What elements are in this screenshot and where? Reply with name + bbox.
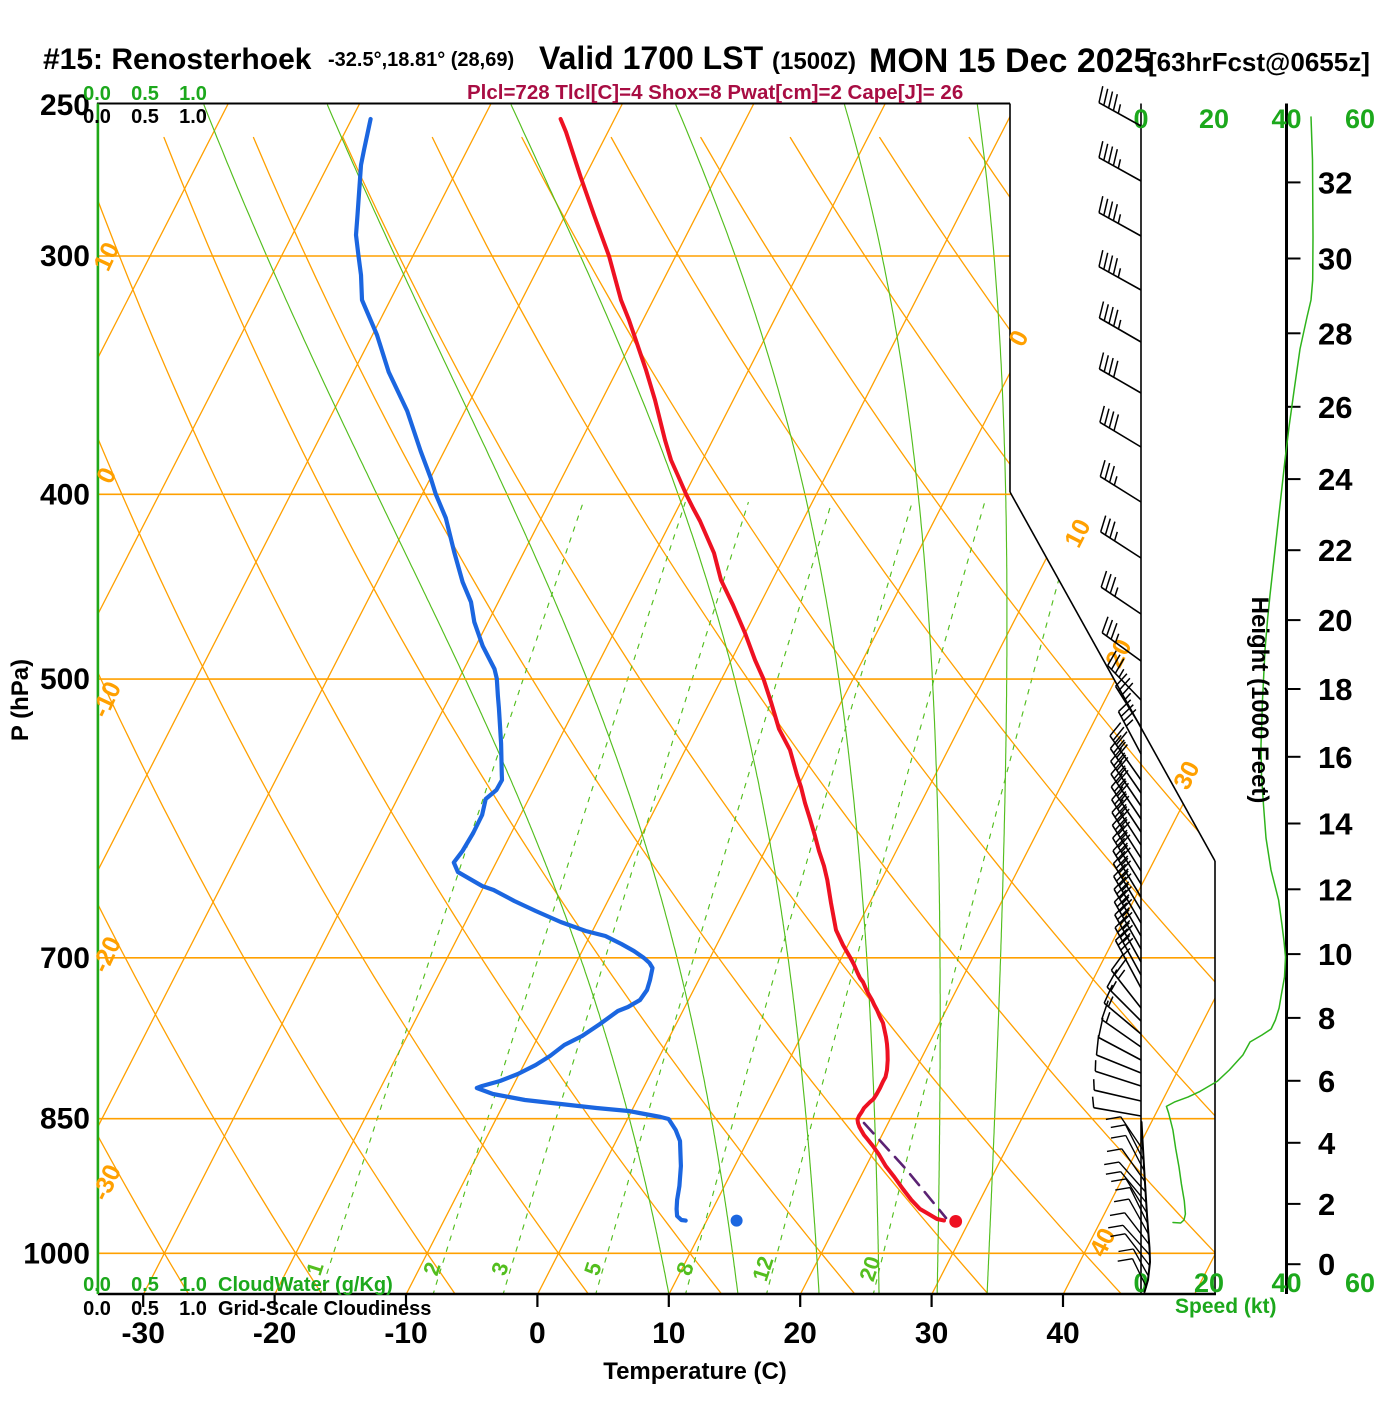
svg-text:6: 6: [1318, 1064, 1335, 1099]
svg-text:0.0: 0.0: [83, 106, 111, 128]
svg-text:60: 60: [1345, 1268, 1375, 1298]
svg-text:1.0: 1.0: [179, 1298, 207, 1320]
svg-text:22: 22: [1318, 533, 1352, 568]
svg-text:40: 40: [1271, 1268, 1301, 1298]
svg-text:CloudWater (g/Kg): CloudWater (g/Kg): [218, 1274, 393, 1296]
svg-text:1.0: 1.0: [179, 1274, 207, 1296]
svg-text:28: 28: [1318, 316, 1352, 351]
svg-text:-10: -10: [384, 1317, 427, 1350]
svg-text:400: 400: [40, 478, 90, 511]
svg-text:-30: -30: [122, 1317, 165, 1350]
svg-text:Temperature (C): Temperature (C): [603, 1358, 787, 1385]
svg-text:30: 30: [1318, 242, 1352, 277]
svg-text:#15: Renosterhoek: #15: Renosterhoek: [43, 43, 312, 76]
svg-text:0.0: 0.0: [83, 1298, 111, 1320]
svg-text:300: 300: [40, 240, 90, 273]
svg-text:Grid-Scale Cloudiness: Grid-Scale Cloudiness: [218, 1298, 431, 1320]
svg-text:0.5: 0.5: [131, 1298, 159, 1320]
svg-text:500: 500: [40, 663, 90, 696]
svg-text:14: 14: [1318, 807, 1353, 842]
svg-text:0.5: 0.5: [131, 83, 159, 105]
svg-text:16: 16: [1318, 740, 1352, 775]
svg-text:0.5: 0.5: [131, 106, 159, 128]
svg-text:2: 2: [1318, 1187, 1335, 1222]
svg-text:0.0: 0.0: [83, 1274, 111, 1296]
svg-text:26: 26: [1318, 390, 1352, 425]
svg-text:20: 20: [1194, 1268, 1224, 1298]
svg-text:12: 12: [1318, 872, 1352, 907]
svg-text:60: 60: [1345, 104, 1375, 134]
svg-text:700: 700: [40, 942, 90, 975]
svg-text:1.0: 1.0: [179, 83, 207, 105]
svg-text:0.5: 0.5: [131, 1274, 159, 1296]
svg-text:MON 15 Dec 2025: MON 15 Dec 2025: [869, 42, 1153, 80]
svg-text:Plcl=728 Tlcl[C]=4 Shox=8 Pwat: Plcl=728 Tlcl[C]=4 Shox=8 Pwat[cm]=2 Cap…: [467, 81, 963, 104]
svg-text:20: 20: [1318, 603, 1352, 638]
svg-text:0: 0: [1318, 1247, 1335, 1282]
svg-text:Speed (kt): Speed (kt): [1175, 1295, 1277, 1318]
svg-text:1.0: 1.0: [179, 106, 207, 128]
svg-text:-32.5°,18.81° (28,69): -32.5°,18.81° (28,69): [328, 49, 514, 71]
svg-text:0: 0: [1133, 104, 1148, 134]
svg-text:18: 18: [1318, 672, 1352, 707]
svg-text:[63hrFcst@0655z]: [63hrFcst@0655z]: [1148, 47, 1370, 77]
svg-text:24: 24: [1318, 462, 1353, 497]
svg-text:30: 30: [915, 1317, 948, 1350]
svg-text:40: 40: [1046, 1317, 1079, 1350]
svg-text:850: 850: [40, 1103, 90, 1136]
svg-text:0.0: 0.0: [83, 83, 111, 105]
svg-text:10: 10: [652, 1317, 685, 1350]
svg-text:20: 20: [1199, 104, 1229, 134]
svg-text:Height (1000 Feet): Height (1000 Feet): [1246, 597, 1273, 804]
svg-text:0: 0: [529, 1317, 546, 1350]
svg-text:-20: -20: [253, 1317, 296, 1350]
svg-text:8: 8: [1318, 1001, 1335, 1036]
svg-text:4: 4: [1318, 1126, 1336, 1161]
svg-text:32: 32: [1318, 165, 1352, 200]
svg-text:1000: 1000: [23, 1237, 90, 1270]
svg-text:20: 20: [784, 1317, 817, 1350]
svg-text:P (hPa): P (hPa): [7, 659, 34, 741]
svg-text:10: 10: [1318, 937, 1352, 972]
svg-text:Valid 1700 LST: Valid 1700 LST: [539, 40, 764, 76]
svg-text:40: 40: [1271, 104, 1301, 134]
svg-text:(1500Z): (1500Z): [772, 48, 856, 75]
